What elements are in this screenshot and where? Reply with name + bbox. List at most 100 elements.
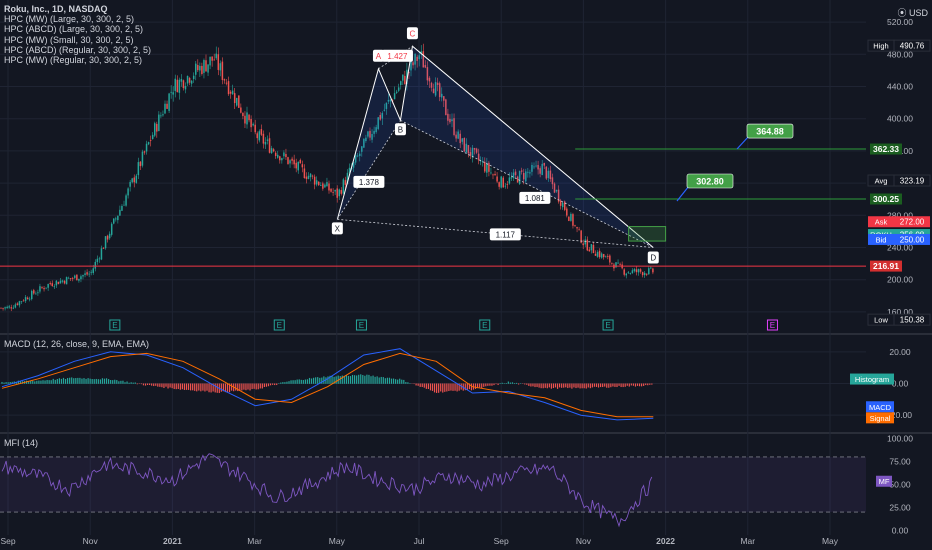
candle-body — [586, 239, 589, 251]
candle-body — [336, 188, 338, 198]
candle-body — [281, 158, 283, 161]
histogram-bar — [325, 377, 327, 384]
candle-body — [404, 75, 406, 84]
histogram-bar — [397, 379, 399, 384]
candle-body — [416, 56, 418, 61]
pattern-point-a: A — [376, 52, 382, 61]
candle-body — [113, 218, 115, 224]
candle-body — [231, 90, 234, 95]
histogram-bar — [241, 383, 243, 391]
indicator-legend-1[interactable]: HPC (MW) (Large, 30, 300, 2, 5) — [4, 14, 135, 25]
candle-body — [291, 158, 293, 161]
candle-body — [33, 290, 35, 294]
candle-body — [574, 225, 576, 227]
candle-body — [287, 157, 289, 165]
candle-body — [326, 182, 328, 187]
signal-line — [1, 352, 654, 418]
candle-body — [225, 82, 228, 84]
histogram-bar — [616, 383, 618, 388]
histogram-bar — [310, 378, 313, 384]
histogram-bar — [392, 378, 395, 384]
x-tick-label: Mar — [740, 536, 755, 546]
histogram-bar — [202, 383, 204, 391]
candle-body — [180, 78, 183, 82]
candle-body — [334, 190, 336, 192]
candle-body — [455, 134, 457, 139]
histogram-bar — [438, 383, 440, 393]
histogram-bar — [612, 383, 614, 387]
histogram-bar — [304, 379, 306, 384]
candle-body — [639, 269, 642, 272]
histogram-bar — [155, 383, 157, 386]
earnings-marker: E — [359, 321, 364, 330]
price-tag-value-box — [893, 313, 931, 326]
price-level-tag — [870, 143, 902, 155]
candle-body — [578, 229, 580, 231]
histogram-bar — [235, 383, 237, 391]
y-tick-label: -20.00 — [888, 410, 912, 420]
candle-body — [295, 162, 297, 169]
candle-body — [45, 287, 47, 289]
candle-body — [184, 85, 187, 90]
candle-body — [490, 172, 492, 174]
candle-body — [186, 75, 189, 84]
histogram-bar — [282, 382, 284, 384]
histogram-bar — [296, 379, 298, 384]
mfi-title[interactable]: MFI (14) — [4, 438, 39, 448]
histogram-bar — [507, 381, 509, 384]
pattern-point-x-box — [331, 222, 343, 235]
candle-body — [154, 123, 156, 136]
currency-selector[interactable]: ⦿ USD — [897, 6, 928, 19]
histogram-bar — [540, 383, 542, 389]
candle-body — [488, 162, 490, 172]
candle-body — [648, 268, 650, 275]
histogram-bar — [265, 383, 268, 387]
histogram-bar — [534, 383, 536, 388]
candle-body — [502, 177, 504, 188]
histogram-bar — [306, 379, 309, 384]
histogram-bar — [618, 383, 620, 386]
histogram-bar — [532, 383, 534, 387]
candle-body — [31, 290, 33, 300]
earnings-marker: E — [605, 321, 610, 330]
histogram-bar — [528, 383, 530, 386]
histogram-bar — [561, 383, 563, 388]
histogram-bar — [544, 383, 546, 388]
price-tag-value: 490.76 — [900, 42, 925, 51]
candle-body — [627, 272, 630, 274]
histogram-bar — [407, 382, 409, 384]
price-tag-name: Ask — [875, 218, 888, 227]
candle-body — [211, 56, 213, 61]
candle-body — [486, 162, 488, 173]
histogram-bar — [11, 381, 13, 384]
candle-body — [633, 269, 636, 272]
candle-body — [520, 170, 523, 172]
histogram-bar — [579, 383, 581, 389]
histogram-bar — [505, 383, 507, 384]
candle-body — [125, 195, 127, 206]
candle-body — [557, 189, 560, 202]
histogram-bar — [575, 383, 577, 389]
histogram-bar — [85, 378, 87, 384]
candle-body — [94, 261, 97, 269]
candle-body — [57, 281, 60, 285]
histogram-bar — [493, 383, 495, 386]
histogram-bar — [120, 380, 122, 384]
histogram-bar — [538, 383, 540, 388]
histogram-bar — [319, 377, 321, 384]
macd-title[interactable]: MACD (12, 26, close, 9, EMA, EMA) — [4, 339, 150, 349]
histogram-bar — [331, 375, 333, 384]
indicator-legend-2[interactable]: HPC (ABCD) (Large, 30, 300, 2, 5) — [4, 24, 144, 35]
indicator-legend-5[interactable]: HPC (MW) (Regular, 30, 300, 2, 5) — [4, 55, 143, 66]
x-tick-label: Jul — [414, 536, 425, 546]
histogram-bar — [64, 379, 67, 384]
candle-body — [508, 177, 511, 184]
candle-body — [443, 96, 445, 101]
candle-body — [119, 209, 121, 216]
histogram-bar — [317, 377, 319, 384]
indicator-legend-4[interactable]: HPC (ABCD) (Regular, 30, 300, 2, 5) — [4, 44, 152, 55]
candle-body — [88, 273, 90, 275]
indicator-legend-3[interactable]: HPC (MW) (Small, 30, 300, 2, 5) — [4, 34, 134, 45]
candle-body — [432, 88, 435, 94]
